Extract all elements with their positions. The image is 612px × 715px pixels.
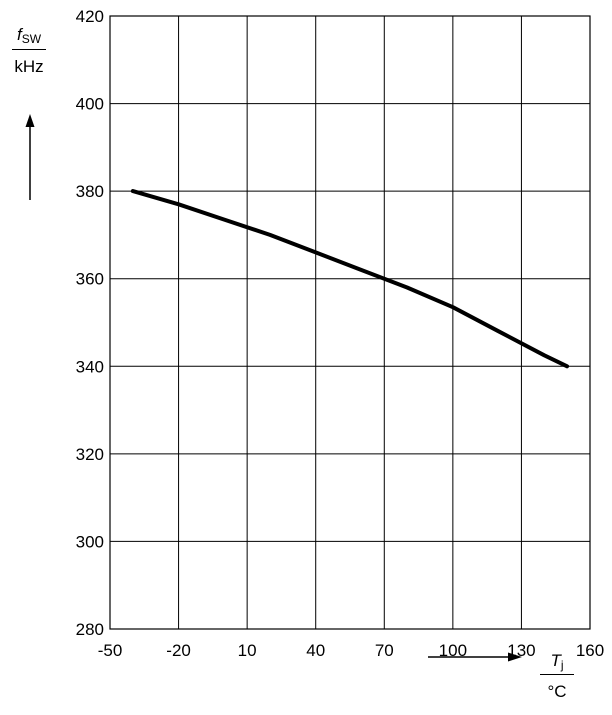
y-tick-labels: 280 300 320 340 360 380 400 420	[76, 7, 104, 639]
y-axis-subscript: SW	[21, 32, 42, 46]
x-axis-symbol: T	[550, 651, 561, 670]
x-axis-label: Tj °C	[532, 652, 582, 700]
x-tick-label: -20	[166, 641, 191, 660]
x-tick-label: 100	[439, 641, 467, 660]
x-axis-subscript: j	[560, 658, 564, 672]
series-line	[130, 189, 570, 369]
y-tick-label: 380	[76, 182, 104, 201]
y-tick-label: 300	[76, 532, 104, 551]
y-tick-label: 340	[76, 357, 104, 376]
y-tick-label: 400	[76, 95, 104, 114]
y-tick-label: 320	[76, 445, 104, 464]
y-axis-arrow	[25, 114, 35, 200]
y-tick-label: 280	[76, 620, 104, 639]
y-axis-unit: kHz	[12, 49, 46, 75]
x-tick-label: 70	[375, 641, 394, 660]
x-tick-labels: -50 -20 10 40 70 100 130 160	[98, 641, 604, 660]
data-series	[130, 189, 570, 369]
x-tick-label: 10	[238, 641, 257, 660]
y-axis-symbol: f	[16, 25, 22, 44]
plot-frame	[109, 15, 591, 630]
y-tick-label: 420	[76, 7, 104, 26]
x-tick-label: 40	[306, 641, 325, 660]
x-tick-label: -50	[98, 641, 123, 660]
grid-lines	[109, 15, 591, 630]
x-axis-unit: °C	[540, 674, 574, 700]
y-tick-label: 360	[76, 270, 104, 289]
x-axis-arrow	[428, 652, 522, 662]
x-tick-label: 160	[576, 641, 604, 660]
y-axis-label: fSW kHz	[6, 26, 52, 75]
